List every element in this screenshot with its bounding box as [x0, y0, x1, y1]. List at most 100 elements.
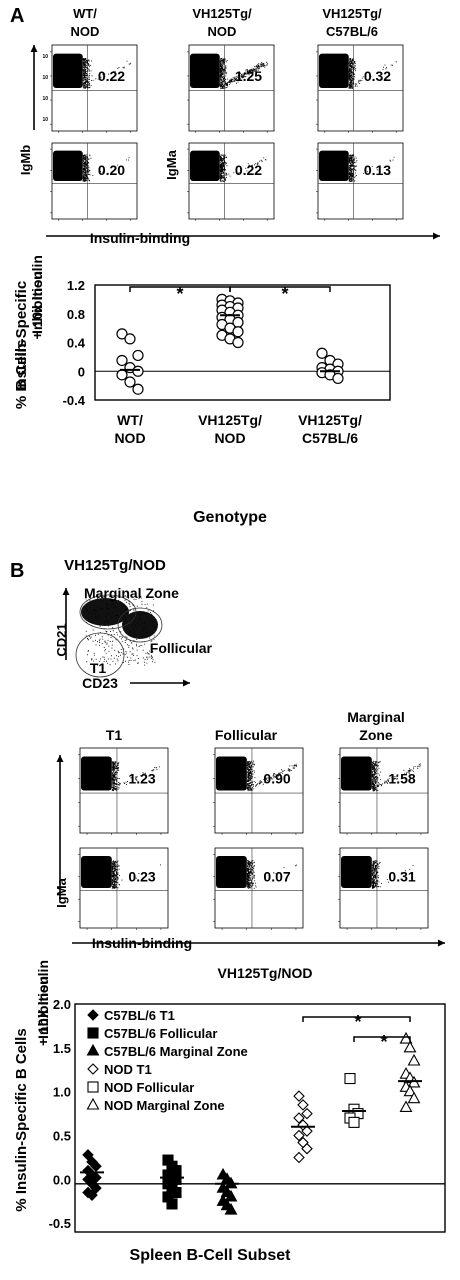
tick-label: 10: [42, 96, 48, 102]
y-tick-label: -0.5: [49, 1216, 71, 1231]
sig-star: *: [176, 284, 183, 304]
quadrant-percentage: 0.07: [263, 869, 290, 885]
data-point: [224, 1189, 238, 1202]
gate-label-follicular: Follicular: [150, 640, 213, 656]
quadrant-percentage: 1.23: [128, 771, 155, 787]
y-tick-label: 0.0: [53, 1172, 71, 1187]
data-point: [348, 1116, 360, 1128]
cell-population: [53, 150, 83, 181]
data-point: [116, 369, 128, 381]
series-1: [216, 293, 244, 349]
data-point: [332, 372, 344, 385]
x-axis-arrow-b-head: [438, 939, 445, 947]
data-point: [316, 347, 328, 359]
data-point: [399, 1100, 413, 1113]
x-category-label: WT/: [117, 412, 143, 428]
gate-label-t1: T1: [90, 660, 107, 676]
data-point: [301, 1125, 313, 1137]
mz-gate: [79, 594, 137, 630]
cell-population: [216, 756, 247, 791]
data-point: [87, 1009, 99, 1021]
data-point: [132, 383, 144, 395]
scatter-events: [111, 860, 161, 889]
series-3: [291, 1090, 315, 1164]
data-point: [301, 1107, 313, 1120]
y-axis-label-igma: IgMa: [164, 149, 179, 179]
legend-label: NOD Marginal Zone: [104, 1098, 225, 1113]
flow-plot-bottom-b: 0.31: [338, 847, 429, 930]
flow-plot-top-b: 1.58: [338, 747, 429, 835]
quadrant-percentage: 0.31: [388, 869, 415, 885]
data-point: [293, 1151, 305, 1164]
legend-label: NOD Follicular: [104, 1080, 194, 1095]
gate-axis-cd23: CD23: [82, 675, 118, 691]
quadrant-percentage: 0.22: [235, 162, 262, 178]
scatter-events: [348, 58, 397, 89]
cell-population: [319, 150, 349, 181]
flow-plot-bottom-b: 0.07: [213, 847, 304, 930]
data-point: [86, 1097, 100, 1110]
tick-label: 10: [42, 75, 48, 81]
flow-plot-top-b: 1.23: [78, 747, 169, 835]
flow-column-title: WT/: [73, 6, 97, 21]
x-category-label: VH125Tg/: [298, 412, 362, 428]
chart-b-frame: [74, 1003, 446, 1233]
row-label-inhibition: + 10x Insulin: [29, 255, 45, 339]
y-axis-arrow-b-head: [56, 755, 64, 762]
cd23-arrow-head: [183, 679, 190, 687]
gate-plot-title: VH125Tg/NOD: [64, 557, 166, 574]
data-point: [90, 1160, 102, 1173]
row-label-inhibition: Inhibition: [29, 271, 45, 334]
data-point: [166, 1198, 178, 1210]
flow-column-title: NOD: [208, 24, 237, 39]
flow-column-title: VH125Tg/: [192, 6, 252, 21]
y-axis-title-b: % Insulin-Specific B Cells: [13, 1028, 30, 1211]
data-point: [232, 326, 244, 338]
quadrant-percentage: 0.22: [98, 68, 125, 84]
data-point: [301, 1142, 313, 1155]
scatter-events: [82, 58, 132, 89]
panel-letter-b: B: [10, 560, 24, 582]
data-point: [407, 1091, 421, 1104]
series-1: [160, 1154, 184, 1210]
sig-bracket: [229, 286, 331, 292]
legend-label: C57BL/6 Follicular: [104, 1026, 217, 1041]
data-point: [132, 349, 144, 362]
data-point: [124, 376, 136, 388]
cell-population: [216, 856, 247, 888]
data-point: [407, 1053, 421, 1066]
cell-population: [190, 53, 220, 88]
y-tick-label: 1.0: [53, 1085, 71, 1100]
x-category-label: C57BL/6: [302, 430, 358, 446]
y-axis-arrow-head: [30, 45, 38, 52]
y-axis-label-igmb: IgMb: [18, 145, 33, 175]
panel-b-subtitle: VH125Tg/NOD: [218, 965, 313, 981]
series-4: [342, 1072, 366, 1128]
scatter-events: [82, 154, 130, 182]
cell-population: [81, 856, 112, 888]
series-2: [215, 1167, 239, 1215]
flow-plot-bottom-b: 0.23: [78, 847, 169, 930]
cell-population: [341, 756, 372, 791]
scatter-events: [371, 860, 414, 889]
flow-plot-bottom: 0.13: [316, 142, 404, 221]
data-point: [232, 336, 244, 349]
flow-plot-top: 0.22: [50, 44, 138, 133]
sig-bracket: [302, 1016, 411, 1022]
x-axis-label-insulin-b: Insulin-binding: [92, 935, 192, 951]
row-label-inhibition-b: Inhibition: [35, 976, 51, 1039]
data-point: [403, 1040, 417, 1053]
flow-plot-top: 0.32: [316, 44, 404, 133]
series-0: [80, 1149, 104, 1201]
gate-label-marginal-zone: Marginal Zone: [84, 585, 179, 601]
data-point: [403, 1084, 417, 1097]
panel-letter-a: A: [10, 5, 24, 27]
quadrant-percentage: 0.20: [98, 162, 125, 178]
x-category-label: NOD: [214, 430, 245, 446]
y-axis-label-igma-b: IgMa: [54, 877, 69, 907]
cell-population: [319, 53, 349, 88]
x-axis-title-b: Spleen B-Cell Subset: [130, 1247, 292, 1264]
data-point: [86, 1189, 98, 1201]
y-tick-label: 0.4: [67, 336, 86, 351]
quadrant-percentage: 1.25: [235, 68, 262, 84]
